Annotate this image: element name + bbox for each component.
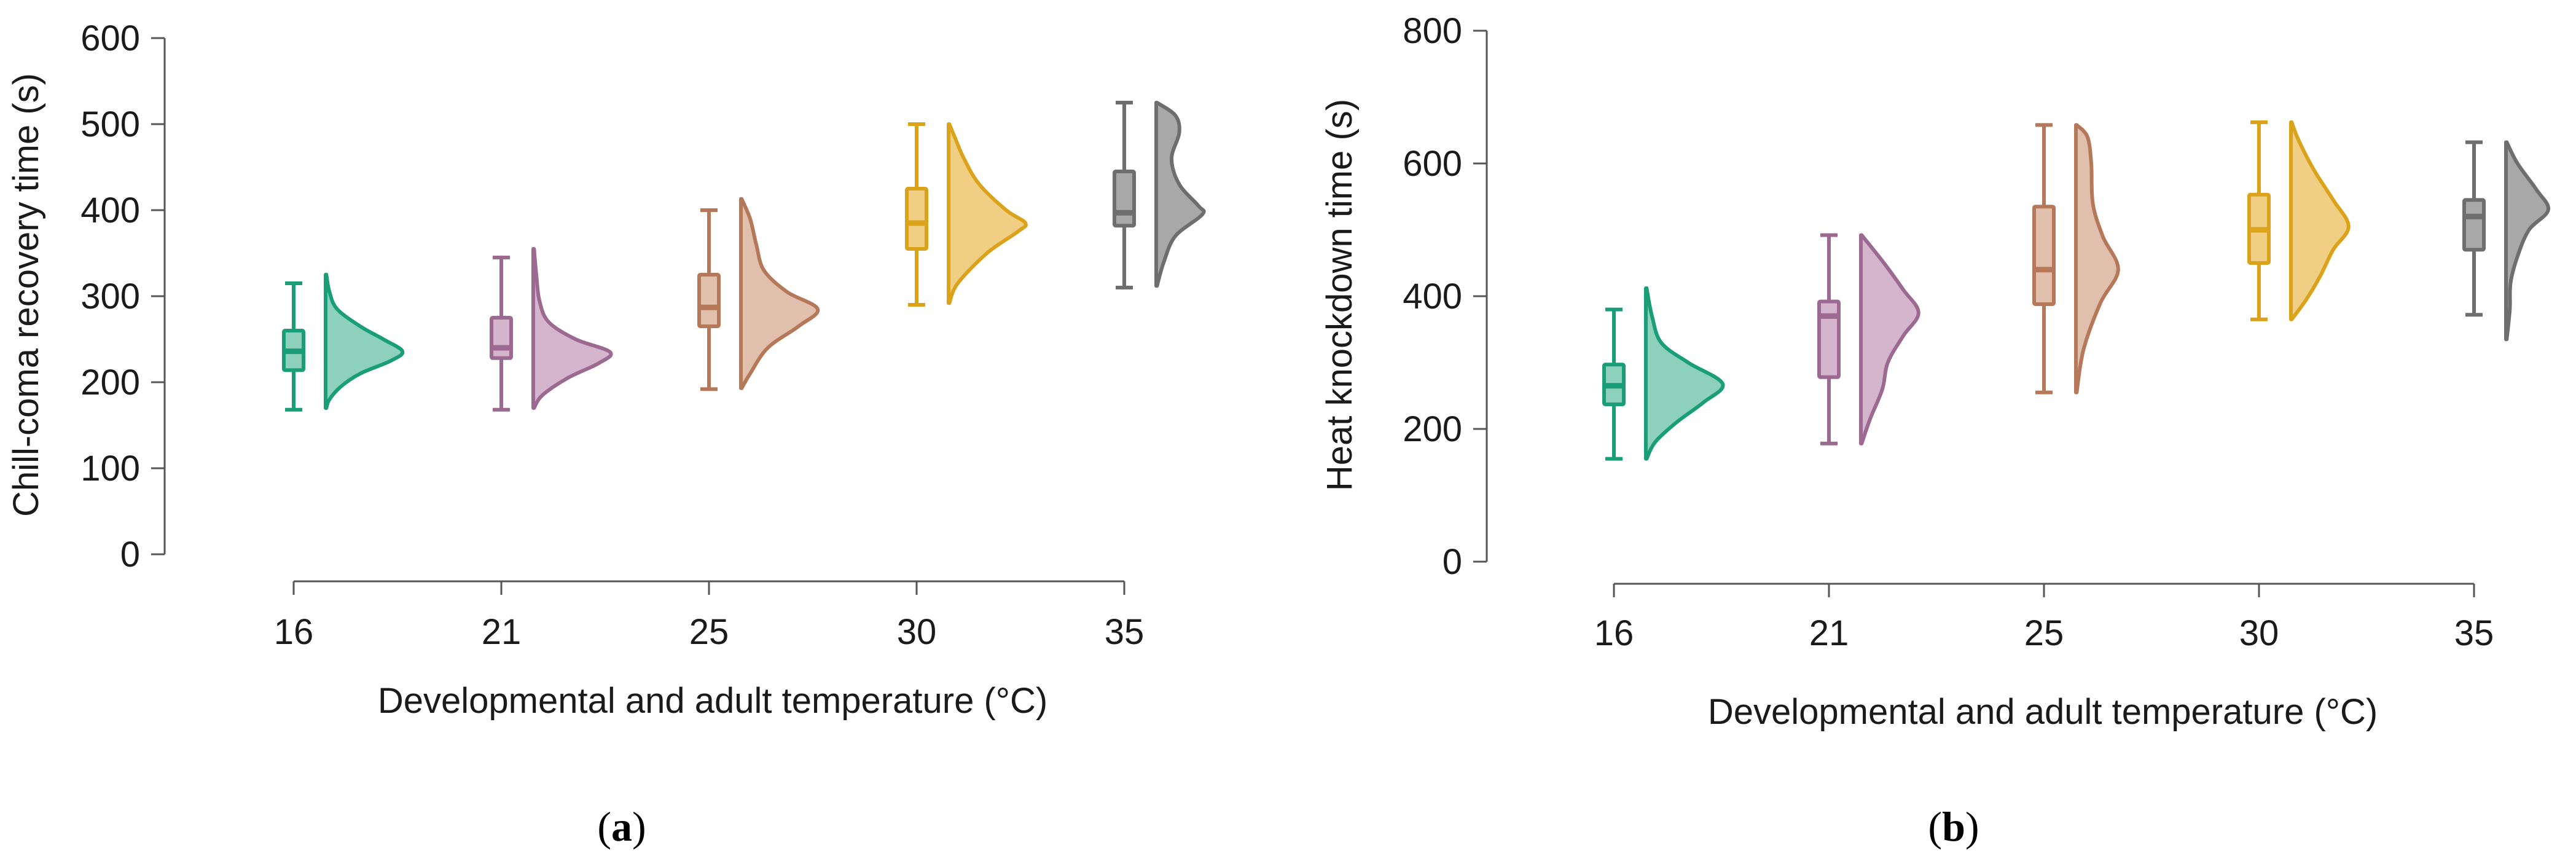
density-cloud <box>2504 140 2550 342</box>
density-cloud <box>1644 286 1725 461</box>
x-tick-label: 30 <box>897 612 937 652</box>
y-tick-label: 400 <box>1403 277 1462 316</box>
x-tick-label: 21 <box>482 612 522 652</box>
y-axis-title: Chill-coma recovery time (s) <box>6 73 46 517</box>
x-tick-label: 25 <box>689 612 729 652</box>
iqr-box <box>490 316 513 360</box>
iqr-box <box>1817 299 1841 379</box>
panel-label: (b) <box>1928 803 1979 850</box>
iqr-box <box>697 273 721 328</box>
x-tick-label: 35 <box>2454 613 2494 653</box>
iqr-box <box>905 187 928 251</box>
density-cloud <box>947 122 1028 305</box>
y-tick-label: 0 <box>120 535 140 575</box>
y-tick-label: 200 <box>80 363 140 402</box>
x-tick-label: 35 <box>1105 612 1145 652</box>
x-tick-label: 25 <box>2024 613 2064 653</box>
y-axis-title: Heat knockdown time (s) <box>1320 99 1360 491</box>
raincloud-21 <box>1817 233 1920 446</box>
iqr-box <box>2032 205 2056 306</box>
x-axis-title: Developmental and adult temperature (°C) <box>378 681 1047 721</box>
iqr-box <box>1113 170 1136 228</box>
y-tick-label: 0 <box>1443 542 1462 582</box>
raincloud-25 <box>697 197 820 391</box>
density-cloud <box>531 247 613 410</box>
density-cloud <box>2074 123 2120 395</box>
panel-b: 0 200 400 600 800 Heat knockdown time (s) 16 21… <box>1320 11 2550 850</box>
y-tick-label: 600 <box>80 18 140 58</box>
raincloud-25 <box>2032 123 2120 395</box>
y-tick-label: 500 <box>80 104 140 144</box>
y-tick-label: 100 <box>80 449 140 489</box>
x-tick-label: 16 <box>274 612 314 652</box>
raincloud-35 <box>1113 101 1206 289</box>
y-tick-label: 800 <box>1403 11 1462 51</box>
raincloud-35 <box>2462 140 2550 342</box>
y-tick-label: 300 <box>80 277 140 316</box>
panel-a: 0 100 200 300 400 500 600 Chill-coma recovery t… <box>6 18 1206 850</box>
density-cloud <box>1859 233 1920 446</box>
raincloud-16 <box>282 273 405 412</box>
x-tick-label: 30 <box>2239 613 2279 653</box>
iqr-box <box>2462 198 2486 252</box>
panel-label: (a) <box>597 803 646 850</box>
raincloud-30 <box>905 122 1028 307</box>
x-tick-label: 21 <box>1809 613 1849 653</box>
density-cloud <box>739 197 820 390</box>
raincloud-16 <box>1602 286 1725 461</box>
raincloud-30 <box>2247 120 2351 321</box>
density-cloud <box>1154 101 1206 288</box>
x-axis-title: Developmental and adult temperature (°C) <box>1708 692 2378 732</box>
density-cloud <box>324 273 405 410</box>
raincloud-21 <box>490 247 613 412</box>
density-cloud <box>2289 120 2351 321</box>
y-tick-label: 400 <box>80 190 140 230</box>
y-tick-label: 600 <box>1403 144 1462 184</box>
x-tick-label: 16 <box>1594 613 1634 653</box>
y-tick-label: 200 <box>1403 409 1462 449</box>
